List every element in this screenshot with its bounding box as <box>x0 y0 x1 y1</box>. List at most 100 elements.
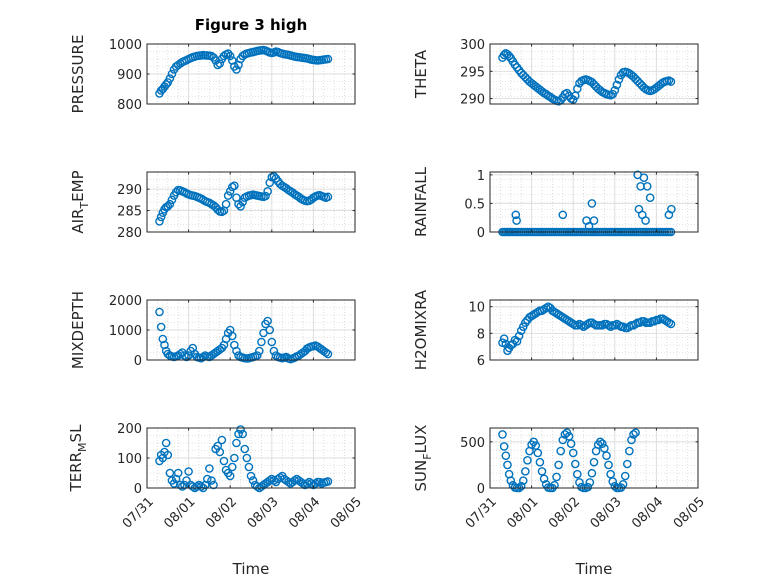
data-point <box>499 334 509 343</box>
x-axis-label-left: Time <box>232 560 270 578</box>
subplot-air-temp: 280 285 290 AIRTEMP <box>69 170 356 241</box>
tick-marks <box>489 172 699 233</box>
data-point <box>173 468 183 478</box>
data-point <box>604 321 613 330</box>
data-point <box>639 317 649 326</box>
data-point <box>175 480 185 490</box>
data-point <box>213 205 223 215</box>
minor-grid <box>489 44 699 104</box>
data-point <box>641 216 650 225</box>
series-markers <box>155 45 333 98</box>
data-point <box>234 429 243 439</box>
data-point <box>554 460 563 470</box>
axes-box <box>146 171 356 233</box>
data-point <box>667 204 676 214</box>
data-point <box>161 80 171 89</box>
data-point <box>160 340 169 350</box>
y-tick-label: 1000 <box>109 38 142 53</box>
y-tick-label: 6 <box>477 354 485 369</box>
data-point <box>234 199 243 209</box>
data-point <box>533 448 543 458</box>
y-tick-label: 0 <box>134 482 142 497</box>
data-point <box>583 482 593 492</box>
data-point <box>236 201 245 211</box>
y-tick-label: 900 <box>117 68 142 83</box>
data-point <box>252 351 262 360</box>
y-tick-label: 0 <box>134 354 142 369</box>
y-tick-label: 0.5 <box>464 197 485 212</box>
data-point <box>523 456 532 465</box>
data-point <box>209 480 218 490</box>
data-point <box>261 191 270 201</box>
data-point <box>184 467 193 476</box>
y-tick-label: 100 <box>117 452 142 467</box>
data-point <box>219 456 229 466</box>
x-axis-label: Time <box>575 560 613 578</box>
data-point <box>514 331 524 341</box>
y-tick-label: 295 <box>460 65 485 80</box>
data-point <box>311 479 320 488</box>
data-point <box>236 425 245 434</box>
data-point <box>265 178 275 188</box>
data-point <box>606 469 615 479</box>
y-tick-label: 280 <box>117 226 142 241</box>
subplot-h2omixra: 6 8 10 H2OMIXRA <box>412 289 699 370</box>
data-point <box>265 325 275 335</box>
data-point <box>203 474 212 484</box>
data-point <box>589 457 599 467</box>
y-tick-label: 1000 <box>109 324 142 339</box>
axes-box <box>489 427 699 489</box>
data-point <box>163 201 173 211</box>
data-point <box>165 199 175 209</box>
data-point <box>512 216 521 225</box>
axes-box <box>489 299 699 361</box>
data-point <box>620 471 630 481</box>
data-point <box>225 471 235 481</box>
data-point <box>539 474 549 484</box>
y-tick-label: 800 <box>117 98 142 113</box>
data-point <box>639 173 649 183</box>
data-point <box>219 51 229 61</box>
axes-box <box>489 43 699 105</box>
data-point <box>587 468 597 478</box>
tick-marks <box>489 428 699 489</box>
data-point <box>163 450 173 460</box>
data-point <box>263 316 272 326</box>
data-point <box>269 346 279 356</box>
data-point <box>564 432 574 441</box>
y-tick-label: 2000 <box>109 294 142 309</box>
data-point <box>566 439 576 448</box>
data-point <box>269 171 279 181</box>
data-point <box>323 477 333 486</box>
data-point <box>537 467 547 476</box>
y-axis-label: PRESSURE <box>69 35 87 114</box>
data-point <box>589 216 599 225</box>
data-point <box>612 80 622 90</box>
data-point <box>499 442 509 451</box>
data-point <box>503 460 512 470</box>
data-point <box>213 60 223 70</box>
data-point <box>584 221 594 231</box>
data-point <box>573 469 582 479</box>
data-point <box>627 435 636 445</box>
data-point <box>573 84 582 94</box>
data-point <box>614 75 624 84</box>
data-point <box>255 346 264 356</box>
data-point <box>267 337 277 347</box>
data-point <box>158 334 168 344</box>
y-tick-label: 0 <box>477 482 485 497</box>
data-point <box>167 69 177 79</box>
data-point <box>167 195 177 205</box>
data-point <box>666 77 676 86</box>
series-markers <box>155 307 333 364</box>
tick-marks <box>146 43 356 105</box>
data-point <box>531 441 541 450</box>
data-point <box>227 462 237 472</box>
subplot-theta: 290 295 300 THETA <box>412 38 699 108</box>
data-point <box>215 447 225 457</box>
data-point <box>610 86 620 95</box>
data-point <box>178 482 187 491</box>
data-point <box>225 186 235 196</box>
data-point <box>165 468 175 478</box>
data-point <box>180 480 189 490</box>
